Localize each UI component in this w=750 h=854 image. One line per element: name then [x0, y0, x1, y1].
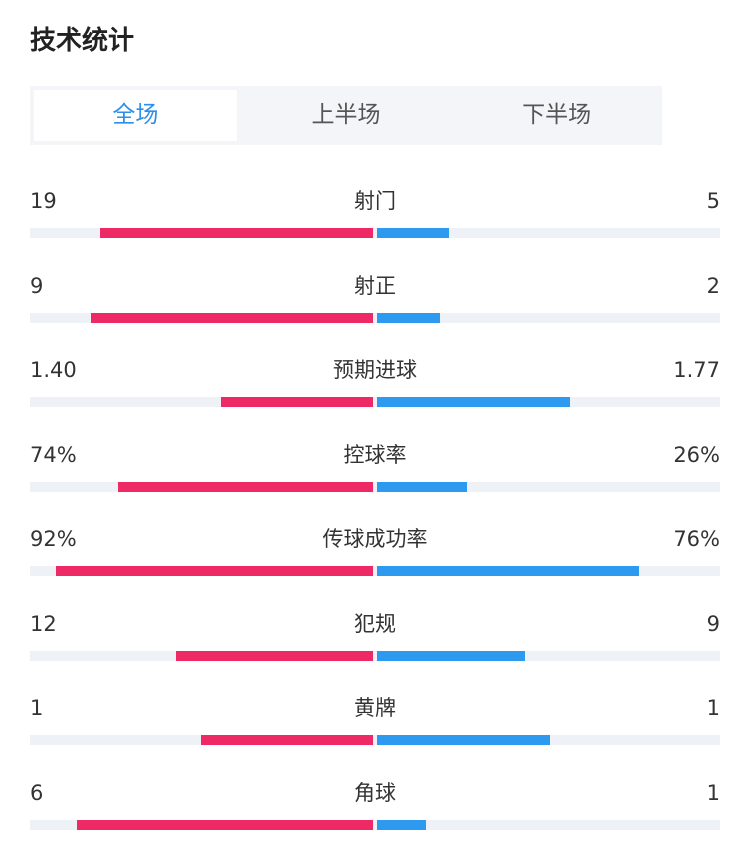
stat-label: 传球成功率 — [322, 527, 428, 551]
bar-track — [30, 228, 720, 238]
stat-label: 角球 — [354, 780, 396, 805]
tab[interactable]: 下半场 — [522, 102, 592, 128]
home-value: 1.40 — [30, 358, 77, 382]
home-bar — [90, 312, 373, 323]
stat-label: 黄牌 — [354, 696, 396, 720]
home-value: 6 — [30, 780, 44, 805]
tab-bar: 全场 上半场 下半场 — [30, 86, 662, 145]
away-value: 26% — [673, 442, 720, 467]
home-bar — [175, 650, 373, 661]
home-bar — [77, 819, 373, 830]
away-bar — [377, 566, 640, 576]
home-value: 92% — [30, 527, 77, 551]
stat-label: 射正 — [354, 273, 396, 298]
home-value: 1 — [30, 696, 44, 720]
bar-track — [30, 312, 720, 323]
away-bar — [377, 481, 467, 492]
away-value: 5 — [706, 189, 720, 213]
home-value: 74% — [30, 442, 77, 467]
home-bar — [55, 566, 373, 576]
tab[interactable]: 全场 — [34, 90, 237, 141]
tab[interactable]: 上半场 — [311, 102, 381, 128]
away-bar — [377, 819, 427, 830]
away-value: 9 — [706, 611, 720, 636]
away-bar — [377, 312, 440, 323]
away-bar — [377, 650, 525, 661]
title: 技术统计 — [30, 26, 135, 56]
away-value: 76% — [673, 527, 720, 551]
away-bar — [377, 228, 449, 238]
bar-track — [30, 481, 720, 492]
stat-label: 控球率 — [343, 442, 407, 467]
bar-track — [30, 397, 720, 407]
home-bar — [200, 735, 373, 745]
away-value: 2 — [706, 273, 720, 298]
away-bar — [377, 735, 550, 745]
home-value: 19 — [30, 189, 57, 213]
stat-label: 射门 — [354, 189, 396, 213]
home-value: 9 — [30, 273, 44, 298]
home-bar — [99, 228, 373, 238]
bar-track — [30, 650, 720, 661]
bar-track — [30, 566, 720, 576]
stat-label: 犯规 — [354, 611, 396, 636]
bar-track — [30, 819, 720, 830]
home-bar — [117, 481, 373, 492]
away-value: 1 — [706, 780, 720, 805]
away-value: 1.77 — [673, 358, 720, 382]
home-value: 12 — [30, 611, 57, 636]
away-bar — [377, 397, 570, 407]
home-bar — [220, 397, 373, 407]
bar-track — [30, 735, 720, 745]
away-value: 1 — [706, 696, 720, 720]
stat-label: 预期进球 — [333, 358, 417, 382]
